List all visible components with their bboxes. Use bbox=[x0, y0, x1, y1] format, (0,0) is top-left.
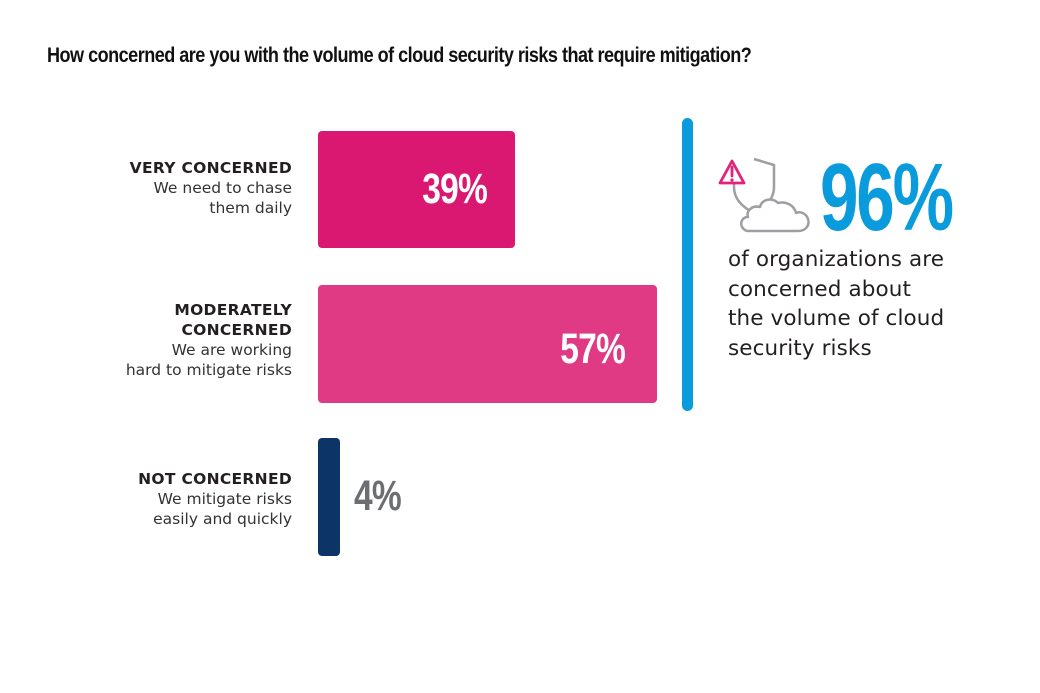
label-sub: easily and quickly bbox=[153, 510, 292, 528]
bar-very-concerned: 39% bbox=[318, 131, 515, 248]
bar-value: 57% bbox=[560, 325, 626, 373]
label-head: NOT CONCERNED bbox=[138, 470, 292, 488]
bar-value: 39% bbox=[422, 165, 488, 213]
label-sub: We are working bbox=[171, 341, 292, 359]
label-sub: We need to chase bbox=[153, 179, 293, 197]
callout-line: of organizations are bbox=[728, 247, 945, 272]
callout-value: 96% bbox=[820, 144, 954, 251]
callout-text: of organizations are concerned about the… bbox=[728, 245, 988, 363]
bar-moderately-concerned: 57% bbox=[318, 285, 657, 403]
label-sub: them daily bbox=[209, 199, 292, 217]
callout-divider bbox=[682, 118, 693, 411]
shield-cloud-warning-icon bbox=[718, 155, 818, 240]
label-head: CONCERNED bbox=[181, 321, 292, 339]
chart-title: How concerned are you with the volume of… bbox=[47, 44, 752, 67]
label-head: VERY CONCERNED bbox=[129, 159, 292, 177]
bar-not-concerned bbox=[318, 438, 340, 556]
label-very-concerned: VERY CONCERNED We need to chase them dai… bbox=[130, 158, 292, 218]
label-sub: We mitigate risks bbox=[157, 490, 292, 508]
label-sub: hard to mitigate risks bbox=[125, 361, 292, 379]
label-not-concerned: NOT CONCERNED We mitigate risks easily a… bbox=[138, 469, 292, 529]
callout-line: the volume of cloud bbox=[728, 306, 945, 331]
bar-value-outside: 4% bbox=[354, 472, 402, 520]
callout-line: concerned about bbox=[728, 276, 911, 302]
label-moderately-concerned: MODERATELY CONCERNED We are working hard… bbox=[126, 300, 292, 380]
label-head: MODERATELY bbox=[174, 301, 292, 319]
callout-line: security risks bbox=[728, 335, 872, 361]
